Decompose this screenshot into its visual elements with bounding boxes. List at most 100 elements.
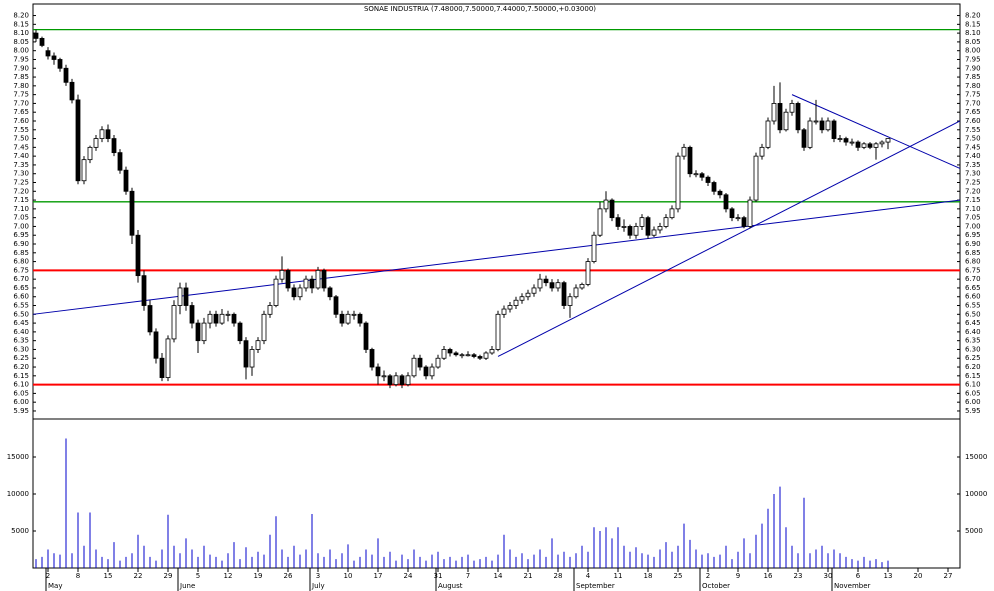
candle-body xyxy=(81,159,87,182)
candle-body xyxy=(699,173,705,178)
candle-body xyxy=(609,199,615,219)
candle-body xyxy=(591,234,597,262)
candle-body xyxy=(33,32,39,39)
volume-tick-label: 5000 xyxy=(11,527,29,535)
y-tick-label-right: 6.50 xyxy=(965,310,981,318)
y-tick-label-right: 8.00 xyxy=(965,47,981,55)
candle-body xyxy=(231,313,237,324)
y-tick-label: 7.80 xyxy=(13,82,29,90)
candle-body xyxy=(465,354,471,357)
x-tick-label: 10 xyxy=(344,572,353,580)
candle-body xyxy=(105,129,111,139)
candle-body xyxy=(447,349,453,354)
y-tick-label: 7.40 xyxy=(13,152,29,160)
candle-body xyxy=(453,352,459,356)
candle-body xyxy=(645,217,651,236)
y-tick-label: 7.00 xyxy=(13,222,29,230)
y-tick-label-right: 6.35 xyxy=(965,337,981,345)
y-tick-label-right: 6.65 xyxy=(965,284,981,292)
x-tick-label: 19 xyxy=(254,572,263,580)
y-tick-label-right: 6.00 xyxy=(965,398,981,406)
x-tick-label: 7 xyxy=(466,572,470,580)
candle-body xyxy=(165,338,171,378)
y-tick-label: 7.45 xyxy=(13,143,29,151)
candle-body xyxy=(597,208,603,236)
y-tick-label-right: 7.05 xyxy=(965,214,981,222)
candle-body xyxy=(303,278,309,289)
candle-body xyxy=(873,143,879,148)
candle-body xyxy=(75,99,81,182)
candle-body xyxy=(117,152,123,171)
y-tick-label: 6.95 xyxy=(13,231,29,239)
y-tick-label: 8.05 xyxy=(13,38,29,46)
y-tick-label-right: 7.80 xyxy=(965,82,981,90)
candle-body xyxy=(615,217,621,227)
candle-body xyxy=(357,313,363,324)
y-tick-label: 7.85 xyxy=(13,73,29,81)
candle-body xyxy=(345,313,351,324)
candle-body xyxy=(543,278,549,284)
y-tick-label-right: 8.20 xyxy=(965,12,981,20)
volume-tick-label-right: 10000 xyxy=(965,490,987,498)
candle-body xyxy=(651,229,657,236)
x-tick-label: 4 xyxy=(586,572,591,580)
candle-body xyxy=(255,340,261,350)
candle-body xyxy=(237,322,243,342)
candle-body xyxy=(417,357,423,368)
y-tick-label-right: 8.10 xyxy=(965,29,981,37)
y-tick-label-right: 8.15 xyxy=(965,20,981,28)
candle-body xyxy=(801,129,807,148)
y-tick-label: 6.50 xyxy=(13,310,29,318)
y-tick-label-right: 6.80 xyxy=(965,258,981,266)
x-tick-label: 9 xyxy=(736,572,740,580)
y-tick-label: 8.10 xyxy=(13,29,29,37)
y-tick-label: 6.25 xyxy=(13,354,29,362)
x-tick-label: 16 xyxy=(764,572,773,580)
y-tick-label-right: 7.75 xyxy=(965,91,981,99)
volume-tick-label-right: 15000 xyxy=(965,453,987,461)
candle-body xyxy=(423,366,429,377)
y-tick-label-right: 6.90 xyxy=(965,240,981,248)
trend-line xyxy=(497,120,961,357)
y-tick-label: 6.90 xyxy=(13,240,29,248)
y-tick-label: 6.30 xyxy=(13,345,29,353)
candle-body xyxy=(741,217,747,227)
candle-body xyxy=(321,269,327,289)
y-tick-label: 7.30 xyxy=(13,170,29,178)
y-tick-label: 6.65 xyxy=(13,284,29,292)
candle-body xyxy=(57,59,63,69)
x-tick-label: 18 xyxy=(644,572,653,580)
y-tick-label: 7.25 xyxy=(13,179,29,187)
candle-body xyxy=(825,120,831,131)
candle-body xyxy=(111,138,117,154)
y-tick-label-right: 7.40 xyxy=(965,152,981,160)
candle-body xyxy=(339,313,345,324)
candle-body xyxy=(363,322,369,350)
y-tick-label: 6.00 xyxy=(13,398,29,406)
candle-body xyxy=(333,296,339,315)
candle-body xyxy=(429,366,435,377)
y-tick-label: 6.70 xyxy=(13,275,29,283)
y-tick-label: 7.50 xyxy=(13,135,29,143)
y-tick-label-right: 7.95 xyxy=(965,55,981,63)
y-tick-label-right: 8.05 xyxy=(965,38,981,46)
candle-body xyxy=(483,352,489,359)
candle-body xyxy=(687,146,693,175)
month-label: May xyxy=(48,582,62,590)
x-tick-label: 5 xyxy=(196,572,200,580)
candle-body xyxy=(657,226,663,231)
candle-body xyxy=(387,375,393,386)
y-tick-label-right: 7.65 xyxy=(965,108,981,116)
candle-body xyxy=(411,357,417,377)
candle-body xyxy=(837,138,843,140)
x-tick-label: 26 xyxy=(284,572,293,580)
volume-tick-label-right: 5000 xyxy=(965,527,983,535)
candle-body xyxy=(405,375,411,386)
candle-body xyxy=(855,141,861,148)
y-tick-label: 5.95 xyxy=(13,407,29,415)
y-tick-label-right: 6.05 xyxy=(965,389,981,397)
x-tick-label: 14 xyxy=(494,572,503,580)
y-tick-label: 6.85 xyxy=(13,249,29,257)
y-tick-label-right: 7.60 xyxy=(965,117,981,125)
